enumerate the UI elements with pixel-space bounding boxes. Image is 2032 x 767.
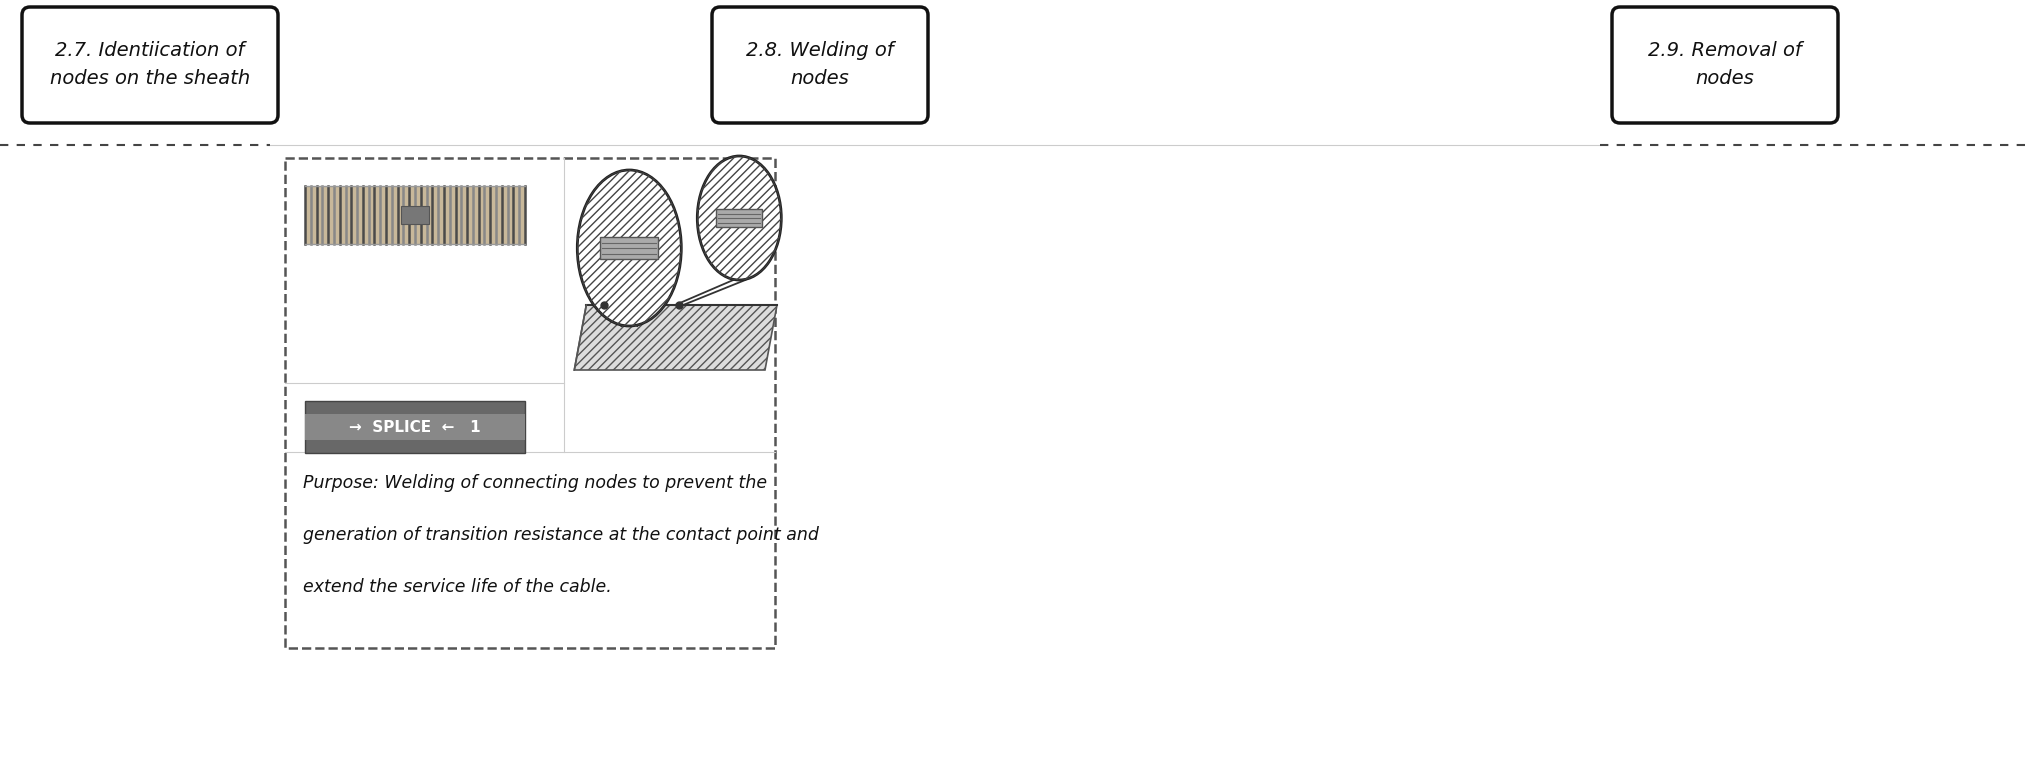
FancyBboxPatch shape xyxy=(22,7,278,123)
Ellipse shape xyxy=(577,170,681,326)
FancyBboxPatch shape xyxy=(305,401,524,453)
Text: 2.8. Welding of
nodes: 2.8. Welding of nodes xyxy=(746,41,894,88)
FancyBboxPatch shape xyxy=(599,237,658,259)
FancyBboxPatch shape xyxy=(1611,7,1837,123)
FancyBboxPatch shape xyxy=(305,414,524,440)
FancyBboxPatch shape xyxy=(305,186,524,244)
Text: extend the service life of the cable.: extend the service life of the cable. xyxy=(303,578,612,596)
FancyBboxPatch shape xyxy=(715,209,762,227)
Text: →  SPLICE  ←   1: → SPLICE ← 1 xyxy=(350,420,482,435)
Text: Purpose: Welding of connecting nodes to prevent the: Purpose: Welding of connecting nodes to … xyxy=(303,474,766,492)
Ellipse shape xyxy=(697,156,780,280)
FancyBboxPatch shape xyxy=(711,7,927,123)
Polygon shape xyxy=(573,305,776,370)
Text: generation of transition resistance at the contact point and: generation of transition resistance at t… xyxy=(303,526,819,544)
Text: 2.7. Identiication of
nodes on the sheath: 2.7. Identiication of nodes on the sheat… xyxy=(51,41,250,88)
FancyBboxPatch shape xyxy=(284,158,774,648)
FancyBboxPatch shape xyxy=(400,206,429,224)
Text: 2.9. Removal of
nodes: 2.9. Removal of nodes xyxy=(1648,41,1800,88)
